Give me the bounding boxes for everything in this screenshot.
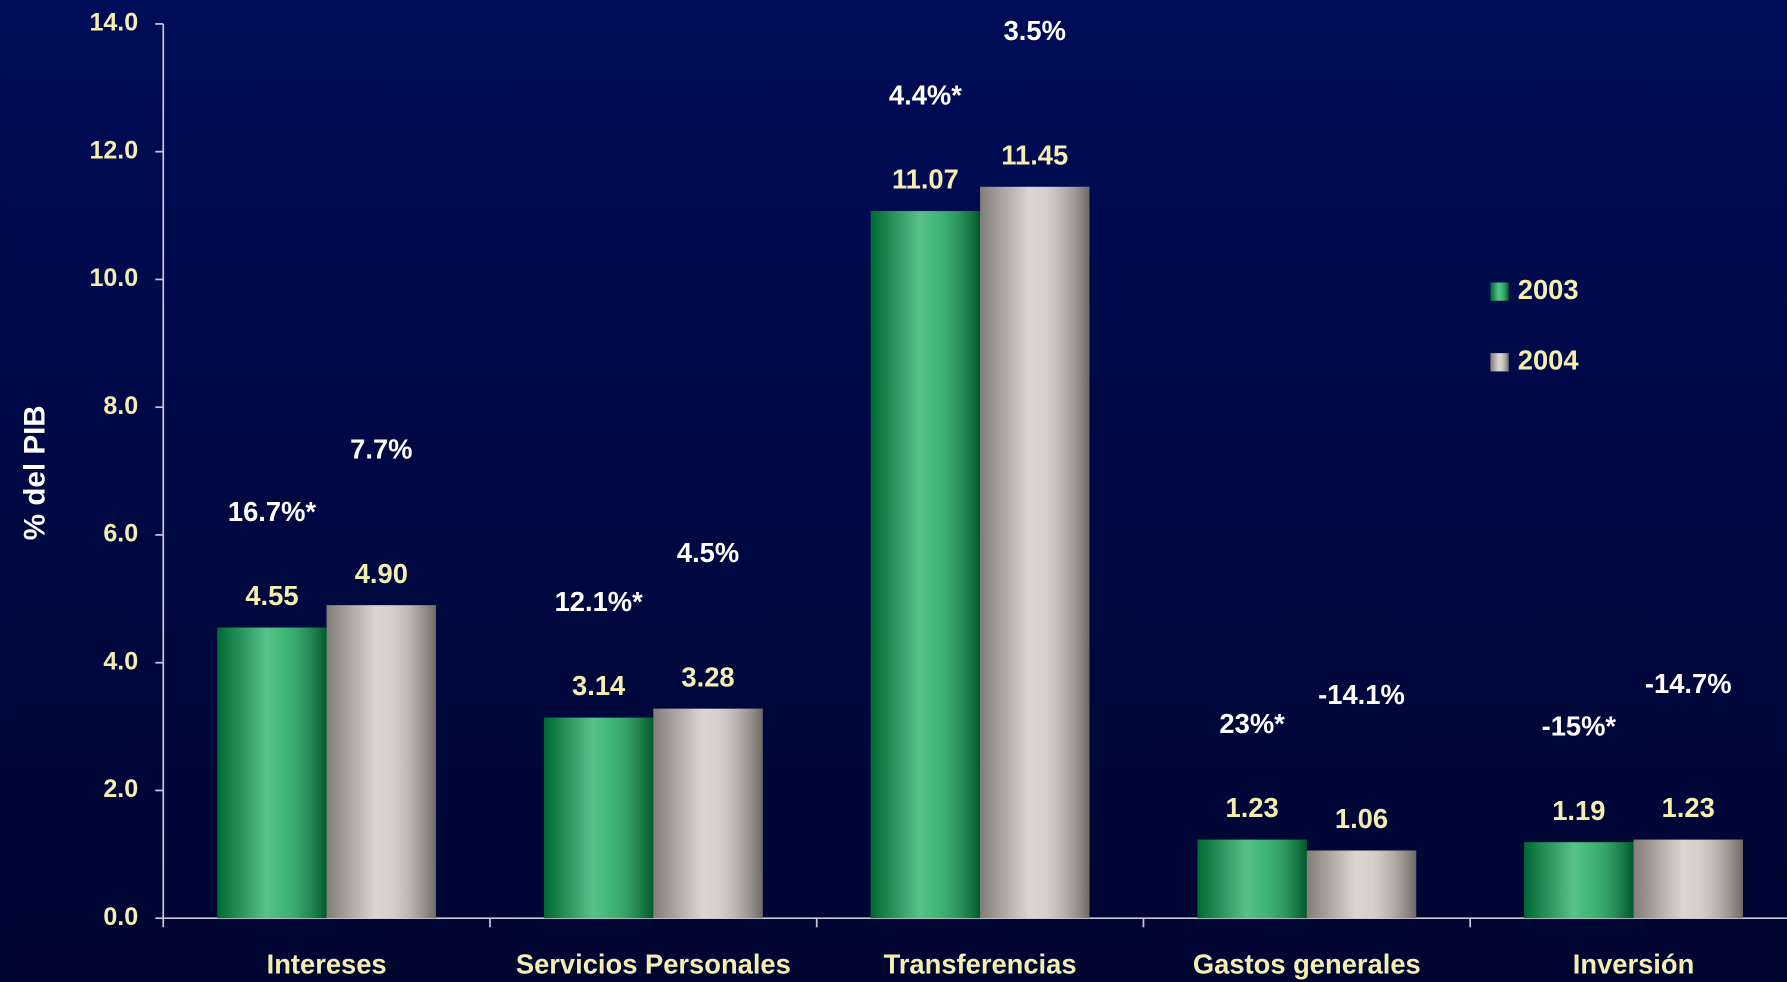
bar-highlight xyxy=(1524,842,1634,919)
growth-annotation: -15%* xyxy=(1542,710,1617,741)
growth-annotation: 16.7%* xyxy=(228,496,316,527)
growth-annotation: 7.7% xyxy=(350,434,412,465)
y-tick-label: 14.0 xyxy=(89,9,138,37)
bar-highlight xyxy=(980,186,1090,919)
growth-annotation: 4.5% xyxy=(677,537,739,568)
bar-highlight xyxy=(870,211,981,919)
value-label: 3.28 xyxy=(681,661,734,692)
value-label: 11.07 xyxy=(892,164,959,195)
value-label: 4.90 xyxy=(355,558,408,589)
value-label: 3.14 xyxy=(572,670,626,701)
legend-label: 2004 xyxy=(1518,344,1580,375)
x-tick-label: Gastos generales xyxy=(1193,948,1421,979)
y-tick-label: 10.0 xyxy=(89,264,138,292)
legend-swatch-highlight xyxy=(1490,282,1509,301)
growth-annotation: -14.1% xyxy=(1318,679,1405,710)
value-label: 1.19 xyxy=(1552,795,1605,826)
growth-annotation: 23%* xyxy=(1219,708,1285,739)
x-tick-label: Intereses xyxy=(267,948,387,979)
y-tick-label: 12.0 xyxy=(89,136,138,164)
growth-annotation: -14.7% xyxy=(1645,668,1732,699)
y-tick-label: 6.0 xyxy=(103,520,138,548)
growth-annotation: 3.5% xyxy=(1004,15,1066,46)
bar-highlight xyxy=(217,627,327,919)
bar-highlight xyxy=(543,717,654,919)
legend-label: 2003 xyxy=(1518,274,1579,305)
bar-highlight xyxy=(1306,850,1417,919)
y-axis-label: % del PIB xyxy=(19,405,52,540)
y-tick-label: 2.0 xyxy=(103,775,138,803)
growth-annotation: 12.1%* xyxy=(555,586,643,617)
y-tick-label: 0.0 xyxy=(103,903,138,931)
x-tick-label: Inversión xyxy=(1573,948,1695,979)
x-tick-label: Servicios Personales xyxy=(516,948,791,979)
x-tick-label: Transferencias xyxy=(884,948,1077,979)
bar-highlight xyxy=(1633,839,1743,919)
value-label: 1.23 xyxy=(1662,792,1715,823)
y-tick-label: 8.0 xyxy=(103,392,138,420)
value-label: 4.55 xyxy=(245,580,298,611)
value-label: 11.45 xyxy=(1001,139,1068,170)
legend-swatch-highlight xyxy=(1490,353,1509,372)
growth-annotation: 4.4%* xyxy=(889,79,962,110)
bar-highlight xyxy=(326,605,436,919)
y-tick-label: 4.0 xyxy=(103,647,138,675)
value-label: 1.06 xyxy=(1335,803,1388,834)
bar-highlight xyxy=(653,708,763,919)
bar-highlight xyxy=(1197,839,1307,919)
value-label: 1.23 xyxy=(1226,792,1279,823)
